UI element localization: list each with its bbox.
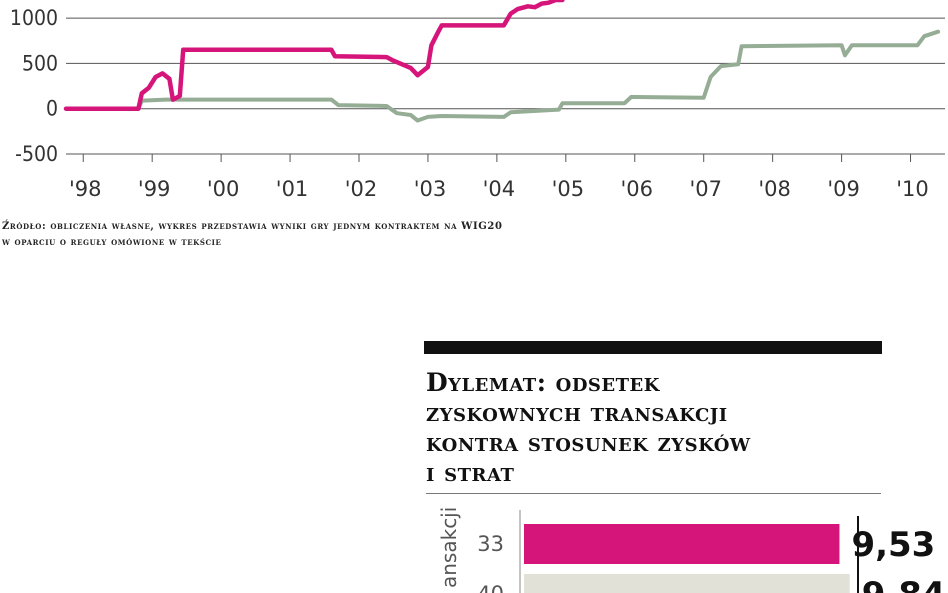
x-tick-label: '07: [689, 177, 722, 201]
series-line-magenta: [63, 0, 565, 111]
x-tick-label: '09: [827, 177, 860, 201]
x-tick-label: '99: [138, 177, 171, 201]
y-tick-label: 0: [46, 97, 58, 121]
bar-category-label: 40: [477, 582, 504, 593]
x-tick-label: '08: [758, 177, 791, 201]
source-line-2: w oparciu o reguły omówione w tekście: [2, 237, 222, 248]
bars: 33 9,53 40 9,84: [477, 524, 946, 593]
source-note: Źródło: obliczenia własne, wykres przeds…: [2, 219, 948, 251]
bar-axis-label: ansakcji: [437, 507, 461, 588]
x-tick-label: '05: [552, 177, 585, 201]
title-line-3: kontra stosunek zysków: [426, 428, 751, 457]
title-line-2: zyskownych transakcji: [426, 398, 728, 427]
x-tick-label: '00: [207, 177, 240, 201]
series-lines: [63, 0, 941, 123]
y-tick-labels: 1000 500 0 -500: [10, 6, 58, 166]
x-tick-label: '10: [896, 177, 929, 201]
bar-category-label: 33: [477, 532, 504, 556]
y-tick-label: -500: [15, 142, 58, 166]
x-tick-labels: '98 '99 '00 '01 '02 '03 '04 '05 '06 '07 '08 '09 '10: [69, 154, 929, 201]
title-rule: [426, 493, 881, 494]
series-line-green: [64, 29, 941, 123]
y-tick-label: 500: [22, 51, 58, 75]
bar: [524, 524, 840, 564]
section-divider-bar: [424, 341, 882, 354]
x-tick-label: '04: [483, 177, 516, 201]
source-line-1: Źródło: obliczenia własne, wykres przeds…: [2, 221, 503, 232]
x-tick-label: '98: [69, 177, 102, 201]
title-line-4: i strat: [426, 458, 515, 487]
x-tick-label: '06: [621, 177, 654, 201]
equity-line-chart: 1000 500 0 -500 '98 '99 '00 '01 '02 '03 '04 '05 '06…: [10, 0, 945, 201]
x-tick-label: '03: [414, 177, 447, 201]
ratio-bar-chart: ansakcji 33 9,53 40 9,84: [437, 507, 946, 593]
bar-value-label: 9,84: [862, 575, 946, 593]
bar-chart-title: Dylemat: odsetek zyskownych transakcji k…: [426, 368, 886, 488]
y-gridlines: [66, 17, 945, 155]
title-line-1: Dylemat: odsetek: [426, 368, 660, 397]
x-tick-label: '01: [276, 177, 309, 201]
x-tick-label: '02: [345, 177, 378, 201]
bar-value-label: 9,53: [851, 525, 935, 565]
y-tick-label: 1000: [10, 6, 58, 30]
bar: [524, 574, 850, 593]
